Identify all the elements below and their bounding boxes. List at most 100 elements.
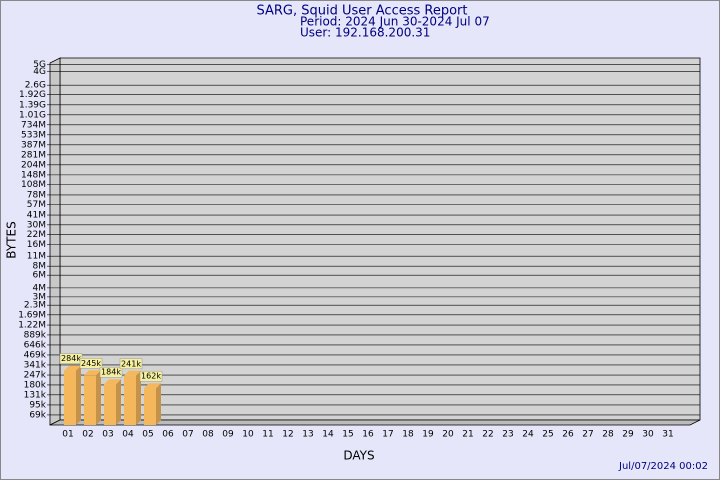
x-tick-label: 23	[502, 430, 513, 440]
y-tick-label: 11M	[27, 252, 46, 262]
x-tick-label: 08	[202, 430, 214, 440]
side-wall	[49, 57, 61, 426]
y-tick-label: 533M	[21, 130, 46, 140]
x-tick-label: 06	[162, 430, 174, 440]
x-tick-label: 14	[322, 430, 334, 440]
floor	[49, 419, 701, 426]
back-wall	[59, 57, 701, 421]
y-tick-label: 889k	[24, 330, 47, 340]
bar	[64, 365, 81, 425]
y-tick-label: 95k	[29, 400, 46, 410]
x-tick-label: 24	[522, 430, 534, 440]
bar	[84, 370, 101, 425]
x-tick-label: 05	[142, 430, 153, 440]
y-tick-label: 247k	[24, 371, 47, 381]
x-tick-label: 04	[122, 430, 134, 440]
x-tick-label: 22	[482, 430, 493, 440]
bar-part	[104, 379, 121, 385]
y-tick-label: 1.39G	[19, 100, 46, 110]
x-tick-label: 15	[342, 430, 353, 440]
y-tick-label: 8M	[33, 262, 47, 272]
footer: Jul/07/2024 00:02	[618, 461, 708, 472]
chart-title: SARG, Squid User Access Report	[257, 4, 468, 19]
y-tick-label: 2.6G	[25, 81, 46, 91]
value-label-box	[99, 366, 123, 378]
bar-part	[116, 379, 121, 425]
y-tick-label: 1.69M	[18, 310, 46, 320]
y-tick-label: 108M	[21, 180, 46, 190]
value-label-box	[139, 370, 163, 382]
x-tick-label: 17	[382, 430, 393, 440]
x-tick-label: 31	[662, 430, 673, 440]
bar-part	[156, 383, 161, 425]
x-tick-label: 28	[602, 430, 614, 440]
bar-part	[124, 370, 141, 376]
y-tick-label: 646k	[24, 340, 47, 350]
y-tick-label: 148M	[21, 170, 46, 180]
y-tick-label: 16M	[27, 240, 46, 250]
y-tick-label: 180k	[24, 380, 47, 390]
bar-part	[64, 365, 81, 371]
y-tick-label: 5G	[33, 60, 46, 70]
x-tick-label: 03	[102, 430, 113, 440]
x-tick-label: 18	[402, 430, 414, 440]
x-axis-label: DAYS	[343, 449, 374, 463]
bar-part	[64, 370, 76, 425]
y-tick-label: 2.3M	[24, 301, 46, 311]
bar-part	[124, 375, 136, 425]
x-tick-label: 30	[642, 430, 654, 440]
y-tick-label: 41M	[27, 211, 46, 221]
x-tick-label: 29	[622, 430, 634, 440]
y-tick-label: 3M	[33, 292, 47, 302]
x-tick-label: 02	[82, 430, 93, 440]
value-label-box	[79, 358, 103, 369]
value-label: 184k	[101, 368, 121, 377]
y-tick-label: 281M	[21, 150, 46, 160]
period: Period: 2024 Jun 30-2024 Jul 07	[300, 15, 490, 29]
y-tick-label: 57M	[27, 200, 46, 210]
y-tick-label: 734M	[21, 120, 46, 130]
x-tick-label: 11	[262, 430, 273, 440]
y-tick-label: 78M	[27, 190, 46, 200]
y-tick-label: 4G	[33, 67, 46, 77]
x-tick-label: 27	[582, 430, 593, 440]
y-tick-label: 1.01G	[19, 110, 46, 120]
bar-part	[144, 383, 161, 389]
bar-part	[76, 365, 81, 425]
bar-part	[136, 370, 141, 425]
x-tick-label: 19	[422, 430, 434, 440]
x-tick-label: 21	[462, 430, 473, 440]
bar	[144, 383, 161, 425]
x-tick-label: 20	[442, 430, 454, 440]
bar-part	[96, 370, 101, 425]
value-label: 284k	[61, 354, 81, 363]
x-tick-label: 09	[222, 430, 234, 440]
y-tick-label: 69k	[29, 410, 46, 420]
y-tick-label: 1.22M	[18, 321, 46, 331]
bar-part	[84, 370, 101, 376]
y-tick-label: 469k	[24, 350, 47, 360]
bar	[104, 379, 121, 425]
y-tick-label: 4M	[33, 283, 47, 293]
value-label-box	[119, 358, 143, 370]
x-tick-label: 07	[182, 430, 193, 440]
value-label: 245k	[81, 359, 101, 368]
x-tick-label: 16	[362, 430, 374, 440]
x-tick-label: 01	[62, 430, 73, 440]
y-axis-label: BYTES	[5, 221, 19, 258]
bar-part	[144, 388, 156, 425]
y-tick-label: 387M	[21, 140, 46, 150]
x-tick-label: 25	[542, 430, 553, 440]
y-tick-label: 341k	[24, 360, 47, 370]
x-tick-label: 12	[282, 430, 293, 440]
value-label: 241k	[121, 359, 141, 368]
y-tick-label: 1.92G	[19, 90, 46, 100]
bar	[124, 370, 141, 425]
y-tick-label: 204M	[21, 160, 46, 170]
x-tick-label: 13	[302, 430, 313, 440]
bar-part	[104, 384, 116, 425]
y-tick-label: 131k	[24, 390, 47, 400]
value-label: 162k	[141, 372, 161, 381]
